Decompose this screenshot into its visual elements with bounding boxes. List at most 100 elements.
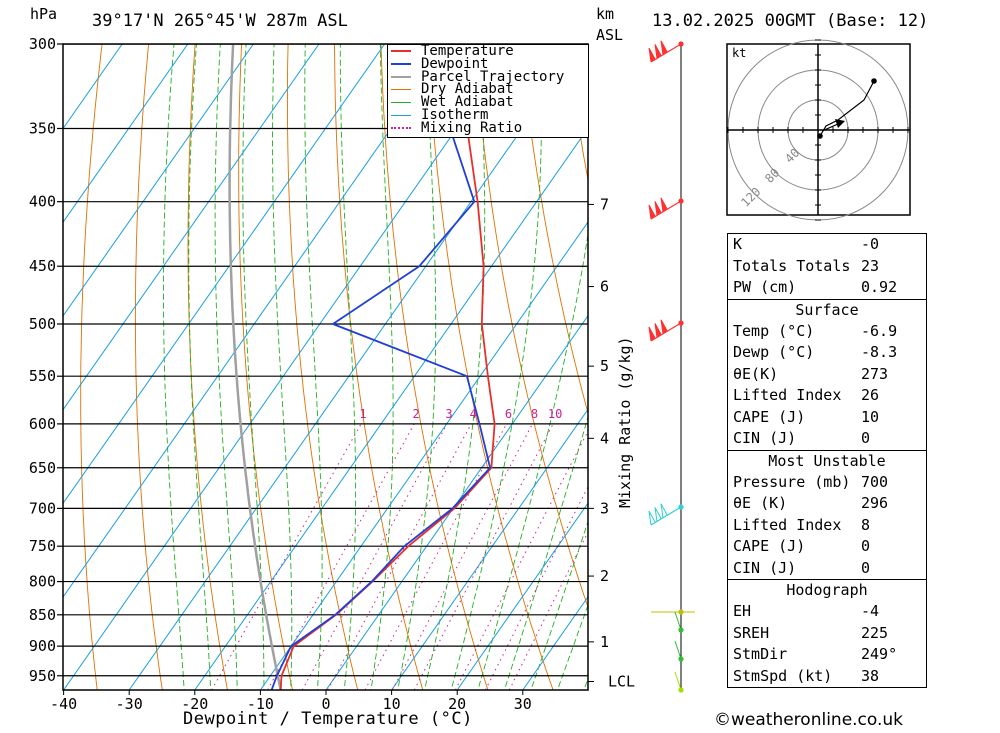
dry-adiabat (566, 44, 588, 183)
chart-legend: Temperature Dewpoint Parcel Trajectory D… (387, 44, 589, 138)
wet-adiabat (188, 44, 212, 690)
mixing-ratio-label: 10 (548, 407, 562, 421)
mixing-ratio-label: 2 (413, 407, 420, 421)
legend-temperature: Temperature (388, 44, 588, 58)
surface-section: Surface Temp (°C) -6.9 Dewp (°C) -8.3 θE(K… (728, 300, 926, 451)
wind-barb-flag (654, 44, 662, 59)
dry-adiabat (24, 6, 62, 704)
dry-adiabat (134, 44, 163, 690)
wet-adiabat (450, 44, 543, 690)
mixing-ratio-line (413, 423, 554, 690)
wind-barb-flag (660, 197, 668, 212)
hodograph-point (817, 133, 823, 139)
pressure-tick-label: 300 (29, 35, 56, 53)
isotherm (194, 127, 588, 690)
height-tick-label: 6 (600, 278, 609, 296)
wind-barb (650, 506, 682, 526)
dry-adiabat (973, 6, 1000, 704)
height-tick-label: 3 (600, 499, 609, 517)
pressure-tick-label: 600 (29, 415, 56, 433)
index-row: CAPE (J) 10 (733, 407, 880, 426)
wet-adiabat (272, 44, 293, 690)
legend-wet-adiabat: Wet Adiabat (388, 95, 588, 109)
km-label: km (596, 5, 615, 23)
pressure-unit-label: hPa (30, 5, 58, 23)
index-row: CIN (J) 0 (733, 429, 871, 447)
wind-barb (650, 200, 682, 220)
index-row: Pressure (mb) 700 (733, 472, 889, 491)
wet-adiabat (304, 44, 323, 690)
temp-tick-label: -10 (247, 695, 274, 713)
wind-barb-flag (648, 510, 656, 526)
height-tick-label: 4 (600, 429, 609, 447)
wet-adiabat (503, 415, 588, 690)
temp-tick-label: -20 (181, 695, 208, 713)
wind-barb-flag (648, 204, 656, 220)
wet-adiabat (530, 520, 588, 690)
wind-barb-flag (660, 503, 668, 518)
hodograph-section: Hodograph EH -4 SREH 225 StmDir 249° StmSpd… (728, 580, 926, 687)
wet-adiabat (477, 231, 588, 690)
storm-motion-vector (821, 123, 839, 132)
wet-adiabat (556, 603, 588, 690)
wet-adiabat (242, 44, 265, 690)
plot-frame (62, 43, 589, 691)
wind-barb (650, 43, 682, 63)
height-tick-label: 5 (600, 357, 609, 375)
dry-adiabat (80, 44, 103, 690)
dry-adiabat (927, 6, 1000, 704)
isotherm (391, 408, 588, 690)
datetime-title: 13.02.2025 00GMT (Base: 12) (652, 11, 929, 31)
isotherm (63, 44, 517, 690)
wind-barb (674, 611, 682, 631)
wind-barb-flag (660, 40, 668, 55)
legend-parcel: Parcel Trajectory (388, 70, 588, 83)
index-row: Dewp (°C) -8.3 (733, 343, 898, 361)
pressure-tick-label: 950 (29, 667, 56, 685)
wet-adiabat (214, 44, 238, 690)
wet-adiabat (163, 44, 185, 690)
section-title: Most Unstable (768, 451, 886, 470)
wind-barb-flag (660, 319, 668, 334)
mixing-ratio-line (454, 430, 588, 690)
mixing-ratio-axis-title: Mixing Ratio (g/kg) (616, 336, 634, 508)
index-row: Lifted Index 8 (733, 515, 871, 534)
index-row: SREH 225 (733, 623, 889, 642)
temperature-profile (279, 44, 496, 690)
temp-tick-label: -30 (116, 695, 143, 713)
pressure-tick-label: 800 (29, 573, 56, 591)
mixing-ratio-label: 8 (531, 407, 538, 421)
wind-barb-flag (654, 201, 662, 216)
index-row: Lifted Index 26 (733, 386, 880, 404)
mixing-ratio-line (327, 423, 472, 690)
wet-adiabat (370, 44, 394, 690)
isotherm (456, 502, 588, 690)
section-title: Hodograph (786, 581, 868, 599)
wet-adiabat (339, 44, 357, 690)
mixing-ratio-label: 6 (505, 407, 512, 421)
storm-motion-arrow (835, 119, 845, 128)
temp-tick-label: -40 (50, 695, 77, 713)
index-row: EH -4 (733, 602, 880, 620)
temp-tick-label: 30 (514, 695, 532, 713)
pressure-tick-label: 500 (29, 315, 56, 333)
isotherm (128, 44, 582, 690)
pressure-tick-label: 900 (29, 637, 56, 655)
index-row: StmDir 249° (733, 645, 898, 663)
x-axis-title: Dewpoint / Temperature (°C) (183, 709, 473, 729)
legend-dry-adiabat: Dry Adiabat (388, 83, 588, 96)
hodograph-unit-label: kt (732, 46, 746, 60)
asl-label: ASL (596, 26, 624, 44)
height-tick-label: 7 (600, 195, 609, 213)
dewpoint-profile (270, 44, 492, 690)
index-row: CAPE (J) 0 (733, 537, 871, 555)
most-unstable-section: Most Unstable Pressure (mb) 700 θE (K) 296… (728, 451, 926, 580)
pressure-tick-label: 700 (29, 499, 56, 517)
site-credit[interactable]: ©weatheronline.co.uk (714, 710, 904, 730)
index-row: StmSpd (kt) 38 (733, 666, 880, 685)
parcel-trajectory (228, 44, 282, 690)
wind-barb-flag (648, 326, 656, 342)
pressure-tick-label: 450 (29, 257, 56, 275)
wind-barb (674, 671, 682, 691)
